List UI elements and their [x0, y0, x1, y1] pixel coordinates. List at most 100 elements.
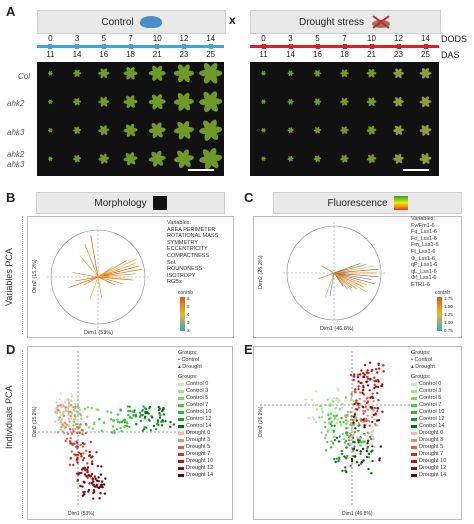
legend-swatch — [411, 383, 417, 386]
individual-point — [92, 480, 95, 483]
plant-rosette — [260, 127, 267, 133]
no-water-icon — [370, 15, 392, 29]
plant-rosette — [148, 65, 166, 81]
individual-point — [123, 418, 127, 422]
side-label-variables: Variables PCA — [4, 248, 14, 306]
individual-point — [141, 409, 144, 413]
individual-point — [327, 421, 330, 425]
individual-point — [349, 418, 353, 421]
plant-rosette — [419, 67, 432, 79]
individual-point — [360, 460, 364, 464]
variable-item: qL_Lss1-6 — [411, 268, 437, 275]
scale-bar — [403, 169, 429, 171]
individual-point — [59, 404, 62, 407]
control-header: Control — [37, 10, 226, 34]
individual-point — [116, 418, 119, 421]
panel-letter-a: A — [6, 4, 16, 19]
individual-point — [72, 408, 75, 412]
individual-point — [70, 395, 73, 398]
row-label-col: Col — [18, 72, 31, 81]
individual-point — [333, 438, 337, 442]
individual-point — [352, 375, 356, 378]
individual-point — [135, 422, 138, 426]
variable-arrow — [97, 263, 136, 278]
individual-point — [73, 406, 77, 409]
individual-point — [329, 404, 332, 407]
individual-point — [363, 373, 366, 377]
legend-swatch — [178, 390, 184, 393]
plant-rosette — [174, 149, 194, 169]
legend-swatch — [411, 439, 417, 442]
legend-item: Drought 12 — [178, 465, 230, 472]
legend-title: Groups: — [178, 374, 198, 380]
plant-rosette — [340, 97, 349, 106]
individual-point — [378, 459, 381, 462]
morphology-biplot: Dim1 (53%) Dim2 (15.2%) contrib 6 5 4 3 2 — [27, 216, 234, 338]
contrib-tick: 1.00 — [444, 320, 453, 325]
individual-point — [347, 426, 350, 430]
individual-point — [356, 375, 360, 379]
legend-title: Groups: — [411, 350, 431, 356]
individual-point — [156, 419, 160, 422]
individual-point — [161, 408, 165, 412]
individual-point — [134, 415, 138, 418]
plant-rosette — [173, 92, 194, 111]
individual-point — [63, 401, 66, 404]
individual-point — [79, 423, 82, 426]
plant-rosette — [98, 96, 110, 107]
contrib-tick: 1.25 — [444, 312, 453, 317]
legend-label: Drought 14 — [419, 472, 447, 478]
individual-point — [87, 488, 91, 492]
morphology-title: Morphology — [94, 197, 147, 209]
variable-item: RGBs — [167, 279, 182, 286]
plant-rosette — [393, 153, 404, 164]
x-axis-label: Dim1 (46.8%) — [342, 511, 373, 517]
contrib-colorbar — [180, 297, 185, 331]
legend-item: Control 10 — [411, 409, 461, 416]
individual-point — [115, 428, 119, 431]
variable-arrow — [84, 244, 99, 278]
variable-arrow — [324, 272, 335, 298]
individual-point — [352, 399, 355, 403]
individual-point — [98, 497, 101, 500]
individual-point — [368, 424, 371, 427]
plant-rosette — [366, 97, 377, 107]
individual-point — [369, 396, 372, 399]
plant-rosette — [123, 67, 138, 80]
legend-label: Drought 12 — [186, 465, 214, 471]
individual-point — [326, 440, 329, 444]
individual-point — [349, 397, 353, 400]
legend-label: Control 10 — [186, 409, 212, 415]
plant-rosette — [73, 98, 82, 106]
variable-item: ROUNDNESS — [167, 266, 203, 273]
plant-rosette — [313, 69, 322, 77]
variable-arrow — [321, 265, 335, 274]
legend-label: Control 0 — [419, 381, 442, 387]
plant-rosette — [287, 98, 294, 105]
individual-point — [377, 419, 381, 422]
individual-point — [361, 406, 365, 409]
individual-point — [76, 447, 79, 450]
plant-rosette — [366, 125, 377, 135]
individual-point — [149, 428, 153, 432]
individual-point — [371, 368, 374, 372]
individual-point — [87, 426, 91, 429]
plant-rosette — [340, 126, 349, 135]
contrib-colorbar — [437, 297, 442, 331]
individual-point — [71, 428, 75, 431]
timeline-marker — [342, 44, 347, 49]
individual-point — [376, 409, 379, 413]
individual-point — [375, 424, 379, 427]
contrib-tick: 1.75 — [444, 296, 453, 301]
individual-point — [349, 410, 352, 414]
individual-point — [352, 418, 355, 422]
individual-point — [69, 414, 72, 418]
fluorescence-thumbnail-icon — [393, 196, 408, 210]
individual-point — [95, 408, 98, 411]
legend-label: Control 3 — [186, 388, 209, 394]
individual-point — [370, 416, 374, 419]
legend-label: Drought 0 — [419, 430, 444, 436]
individual-point — [373, 386, 376, 390]
individual-point — [81, 441, 85, 445]
individual-point — [365, 397, 368, 400]
